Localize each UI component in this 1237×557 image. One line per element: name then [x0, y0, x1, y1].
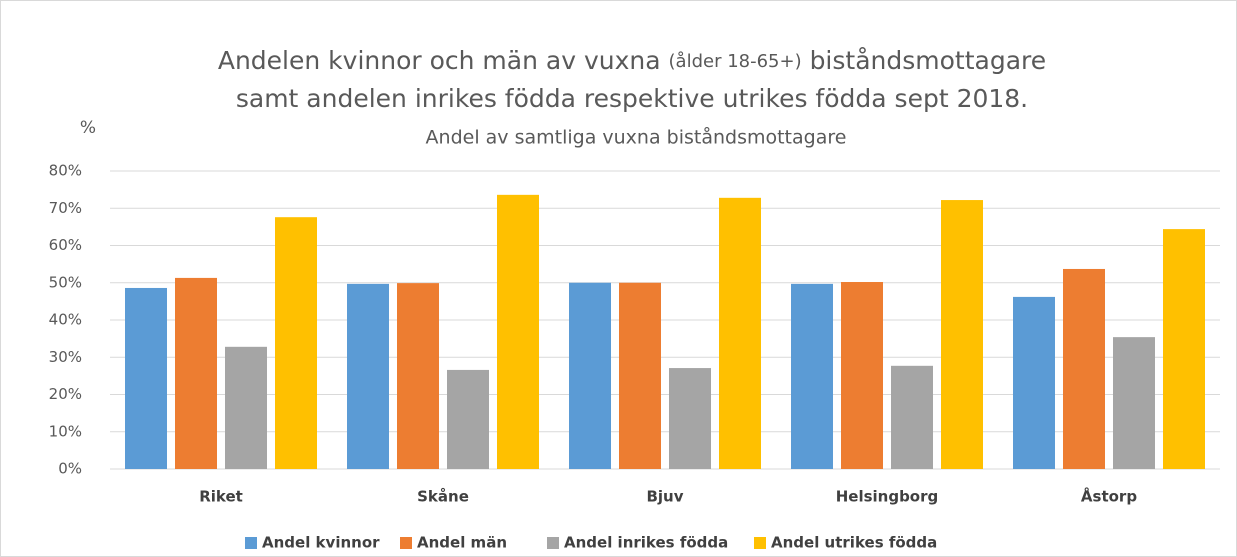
x-tick-label: Bjuv [646, 488, 683, 506]
legend-swatch [245, 537, 257, 549]
legend-label: Andel män [417, 534, 507, 552]
y-tick-label: 80% [49, 162, 82, 180]
bar [669, 368, 711, 469]
chart-title: Andelen kvinnor och män av vuxna (ålder … [218, 46, 1046, 75]
y-tick-label: 50% [49, 273, 82, 291]
y-tick-label: 60% [49, 236, 82, 254]
y-tick-label: 10% [49, 422, 82, 440]
bar [619, 282, 661, 469]
bar [175, 277, 217, 469]
legend-swatch [754, 537, 766, 549]
bar [941, 200, 983, 469]
bar [1163, 229, 1205, 469]
bar [1113, 337, 1155, 469]
bar [397, 283, 439, 469]
bar [275, 217, 317, 469]
bar [791, 283, 833, 469]
legend-label: Andel inrikes födda [564, 534, 728, 552]
chart-subtitle: Andel av samtliga vuxna biståndsmottagar… [426, 126, 847, 149]
title-part: Andelen kvinnor och män av vuxna [218, 46, 661, 75]
y-tick-label: 20% [49, 385, 82, 403]
bar [1063, 268, 1105, 469]
y-tick-label: 0% [58, 460, 82, 478]
legend-swatch [400, 537, 412, 549]
bar [447, 369, 489, 469]
x-tick-label: Skåne [417, 488, 469, 506]
bar [841, 282, 883, 469]
legend-label: Andel utrikes födda [771, 534, 937, 552]
bar [125, 287, 167, 469]
bar [497, 194, 539, 469]
title-part: biståndsmottagare [810, 46, 1047, 75]
chart-title: samt andelen inrikes födda respektive ut… [236, 84, 1028, 113]
legend-swatch [547, 537, 559, 549]
bar [891, 365, 933, 469]
y-tick-label: 30% [49, 348, 82, 366]
bar [569, 282, 611, 469]
y-tick-label: 40% [49, 311, 82, 329]
bar [719, 197, 761, 469]
bar [347, 283, 389, 469]
bar [1013, 296, 1055, 469]
y-tick-label: 70% [49, 199, 82, 217]
x-tick-label: Riket [199, 488, 243, 506]
y-axis-label: % [80, 118, 96, 138]
x-tick-label: Åstorp [1081, 487, 1137, 506]
x-tick-label: Helsingborg [836, 488, 939, 506]
bar [225, 346, 267, 469]
title-part: (ålder 18-65+) [669, 51, 802, 72]
legend-label: Andel kvinnor [262, 534, 380, 552]
